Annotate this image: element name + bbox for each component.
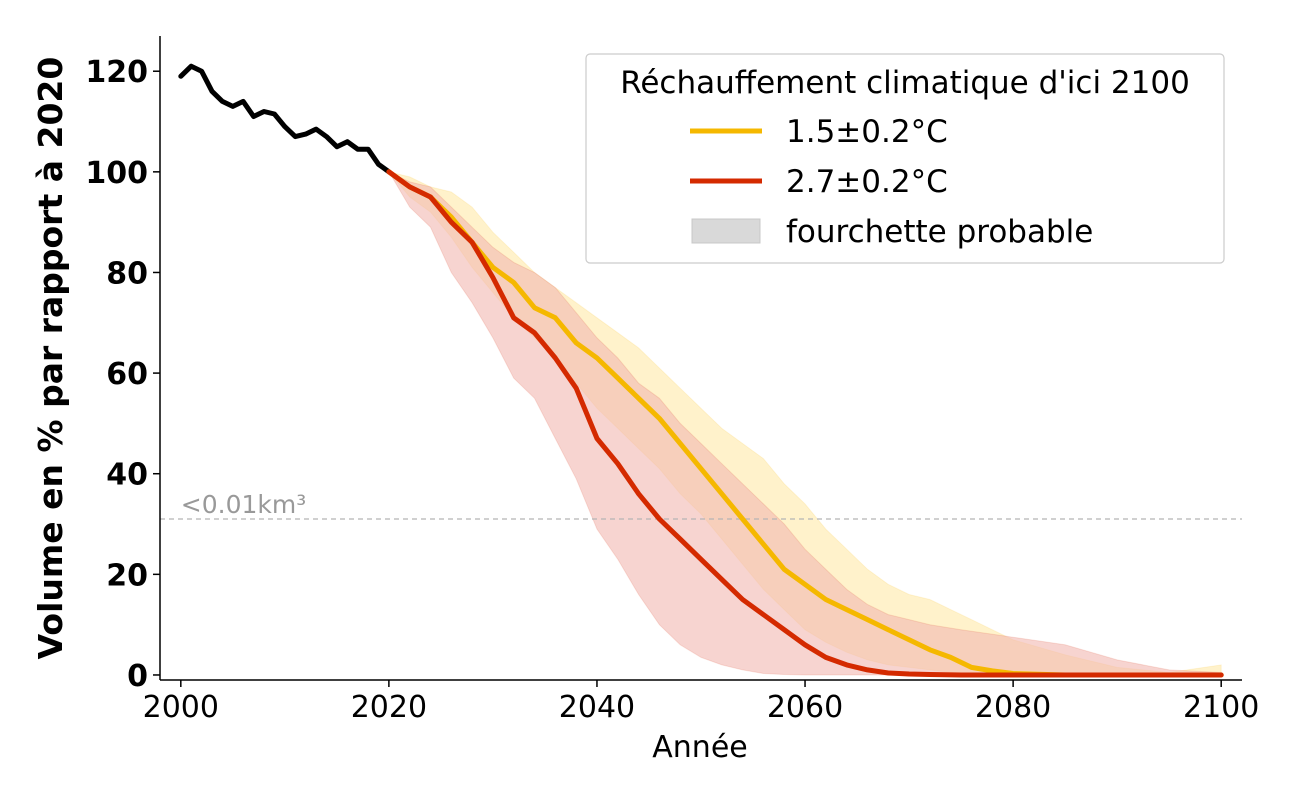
legend-swatch-range — [691, 218, 761, 244]
line-2-7-0-2-c — [386, 169, 1224, 678]
line-1-5-0-2-c — [386, 169, 1224, 678]
y-tick-label: 40 — [106, 458, 148, 493]
y-tick-label: 100 — [85, 156, 148, 191]
x-tick-label: 2020 — [351, 690, 427, 725]
legend-label-range: fourchette probable — [786, 214, 1093, 250]
y-tick-label: 80 — [106, 256, 148, 291]
x-tick-label: 2100 — [1183, 690, 1259, 725]
y-tick-label: 120 — [85, 55, 148, 90]
reference-line-label: <0.01km³ — [181, 490, 306, 519]
x-tick-label: 2000 — [143, 690, 219, 725]
reference-line-group: <0.01km³ — [160, 490, 1242, 520]
x-tick-label: 2040 — [559, 690, 635, 725]
series-lines — [178, 63, 1224, 678]
legend-label-2-7c: 2.7±0.2°C — [786, 164, 948, 200]
x-tick-label: 2060 — [767, 690, 843, 725]
legend-label-1-5c: 1.5±0.2°C — [786, 114, 948, 150]
legend: Réchauffement climatique d'ici 2100 1.5±… — [585, 53, 1225, 264]
y-ticks: 0 20 40 60 80 100 120 — [85, 55, 160, 694]
y-tick-label: 0 — [127, 659, 148, 694]
y-tick-label: 60 — [106, 357, 148, 392]
y-tick-label: 20 — [106, 558, 148, 593]
x-ticks: 2000 2020 2040 2060 2080 2100 — [143, 680, 1259, 725]
confidence-bands — [387, 170, 1222, 676]
y-axis-label: Volume en % par rapport à 2020 — [31, 57, 70, 660]
line-historical — [178, 63, 392, 175]
legend-frame — [585, 53, 1225, 264]
x-axis-label: Année — [652, 730, 747, 765]
x-tick-label: 2080 — [975, 690, 1051, 725]
legend-title: Réchauffement climatique d'ici 2100 — [620, 65, 1190, 101]
